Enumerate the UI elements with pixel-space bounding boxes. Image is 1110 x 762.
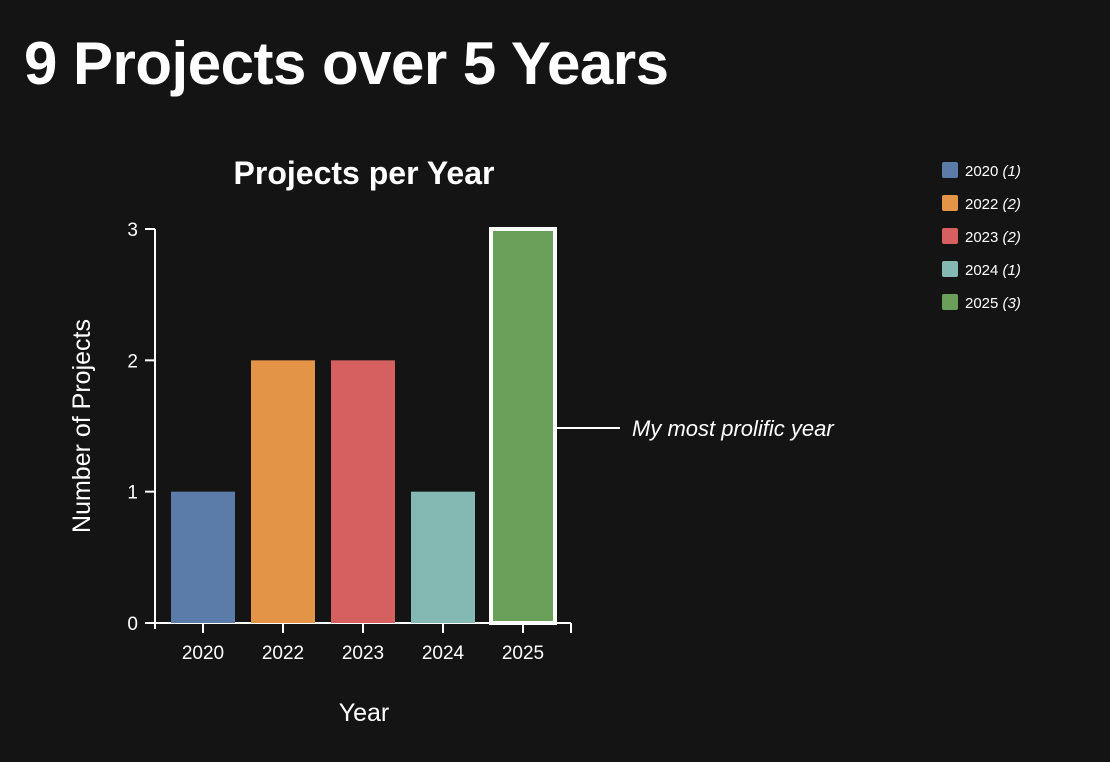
bar-2025[interactable] <box>489 227 557 625</box>
legend-swatch <box>942 195 958 211</box>
y-tick-label: 0 <box>127 614 138 635</box>
y-tick-label: 3 <box>127 220 138 241</box>
legend-item-2025[interactable]: 2025 (3) <box>942 294 1021 312</box>
legend: 2020 (1)2022 (2)2023 (2)2024 (1)2025 (3) <box>942 162 1021 312</box>
legend-item-2023[interactable]: 2023 (2) <box>942 228 1021 246</box>
bar-2023[interactable] <box>331 360 395 623</box>
legend-year: 2020 <box>965 163 1003 180</box>
legend-swatch <box>942 261 958 277</box>
legend-label: 2023 (2) <box>965 229 1021 246</box>
x-tick-label: 2023 <box>342 643 384 664</box>
legend-label: 2020 (1) <box>965 163 1021 180</box>
legend-swatch <box>942 228 958 244</box>
x-axis: 2020 2022 2023 2024 2025 <box>155 622 572 664</box>
legend-count: (3) <box>1003 295 1021 312</box>
legend-count: (1) <box>1003 262 1021 279</box>
legend-label: 2025 (3) <box>965 295 1021 312</box>
legend-count: (1) <box>1003 163 1021 180</box>
y-tick-label: 2 <box>127 351 138 372</box>
x-tick-label: 2025 <box>502 643 544 664</box>
legend-label: 2024 (1) <box>965 262 1021 279</box>
bars <box>171 227 557 625</box>
legend-item-2022[interactable]: 2022 (2) <box>942 195 1021 213</box>
bar-2020[interactable] <box>171 491 235 623</box>
x-tick-label: 2020 <box>182 643 224 664</box>
x-axis-label: Year <box>339 699 390 727</box>
y-tick-label: 1 <box>127 483 138 504</box>
legend-label: 2022 (2) <box>965 196 1021 213</box>
legend-year: 2023 <box>965 229 1003 246</box>
legend-year: 2025 <box>965 295 1003 312</box>
annotation-text: My most prolific year <box>632 416 835 441</box>
legend-swatch <box>942 294 958 310</box>
x-tick-label: 2022 <box>262 643 304 664</box>
x-tick-label: 2024 <box>422 643 465 664</box>
y-axis: 0 1 2 3 <box>127 220 156 635</box>
bar-2022[interactable] <box>251 360 315 623</box>
legend-item-2024[interactable]: 2024 (1) <box>942 261 1021 279</box>
legend-count: (2) <box>1003 229 1021 246</box>
y-axis-label: Number of Projects <box>68 319 96 533</box>
bar-2024[interactable] <box>411 491 475 623</box>
legend-count: (2) <box>1003 196 1021 213</box>
legend-year: 2024 <box>965 262 1003 279</box>
chart-title: Projects per Year <box>234 155 495 191</box>
legend-swatch <box>942 162 958 178</box>
page-title: 9 Projects over 5 Years <box>24 30 669 97</box>
legend-year: 2022 <box>965 196 1003 213</box>
annotation: My most prolific year <box>557 416 835 441</box>
legend-item-2020[interactable]: 2020 (1) <box>942 162 1021 180</box>
